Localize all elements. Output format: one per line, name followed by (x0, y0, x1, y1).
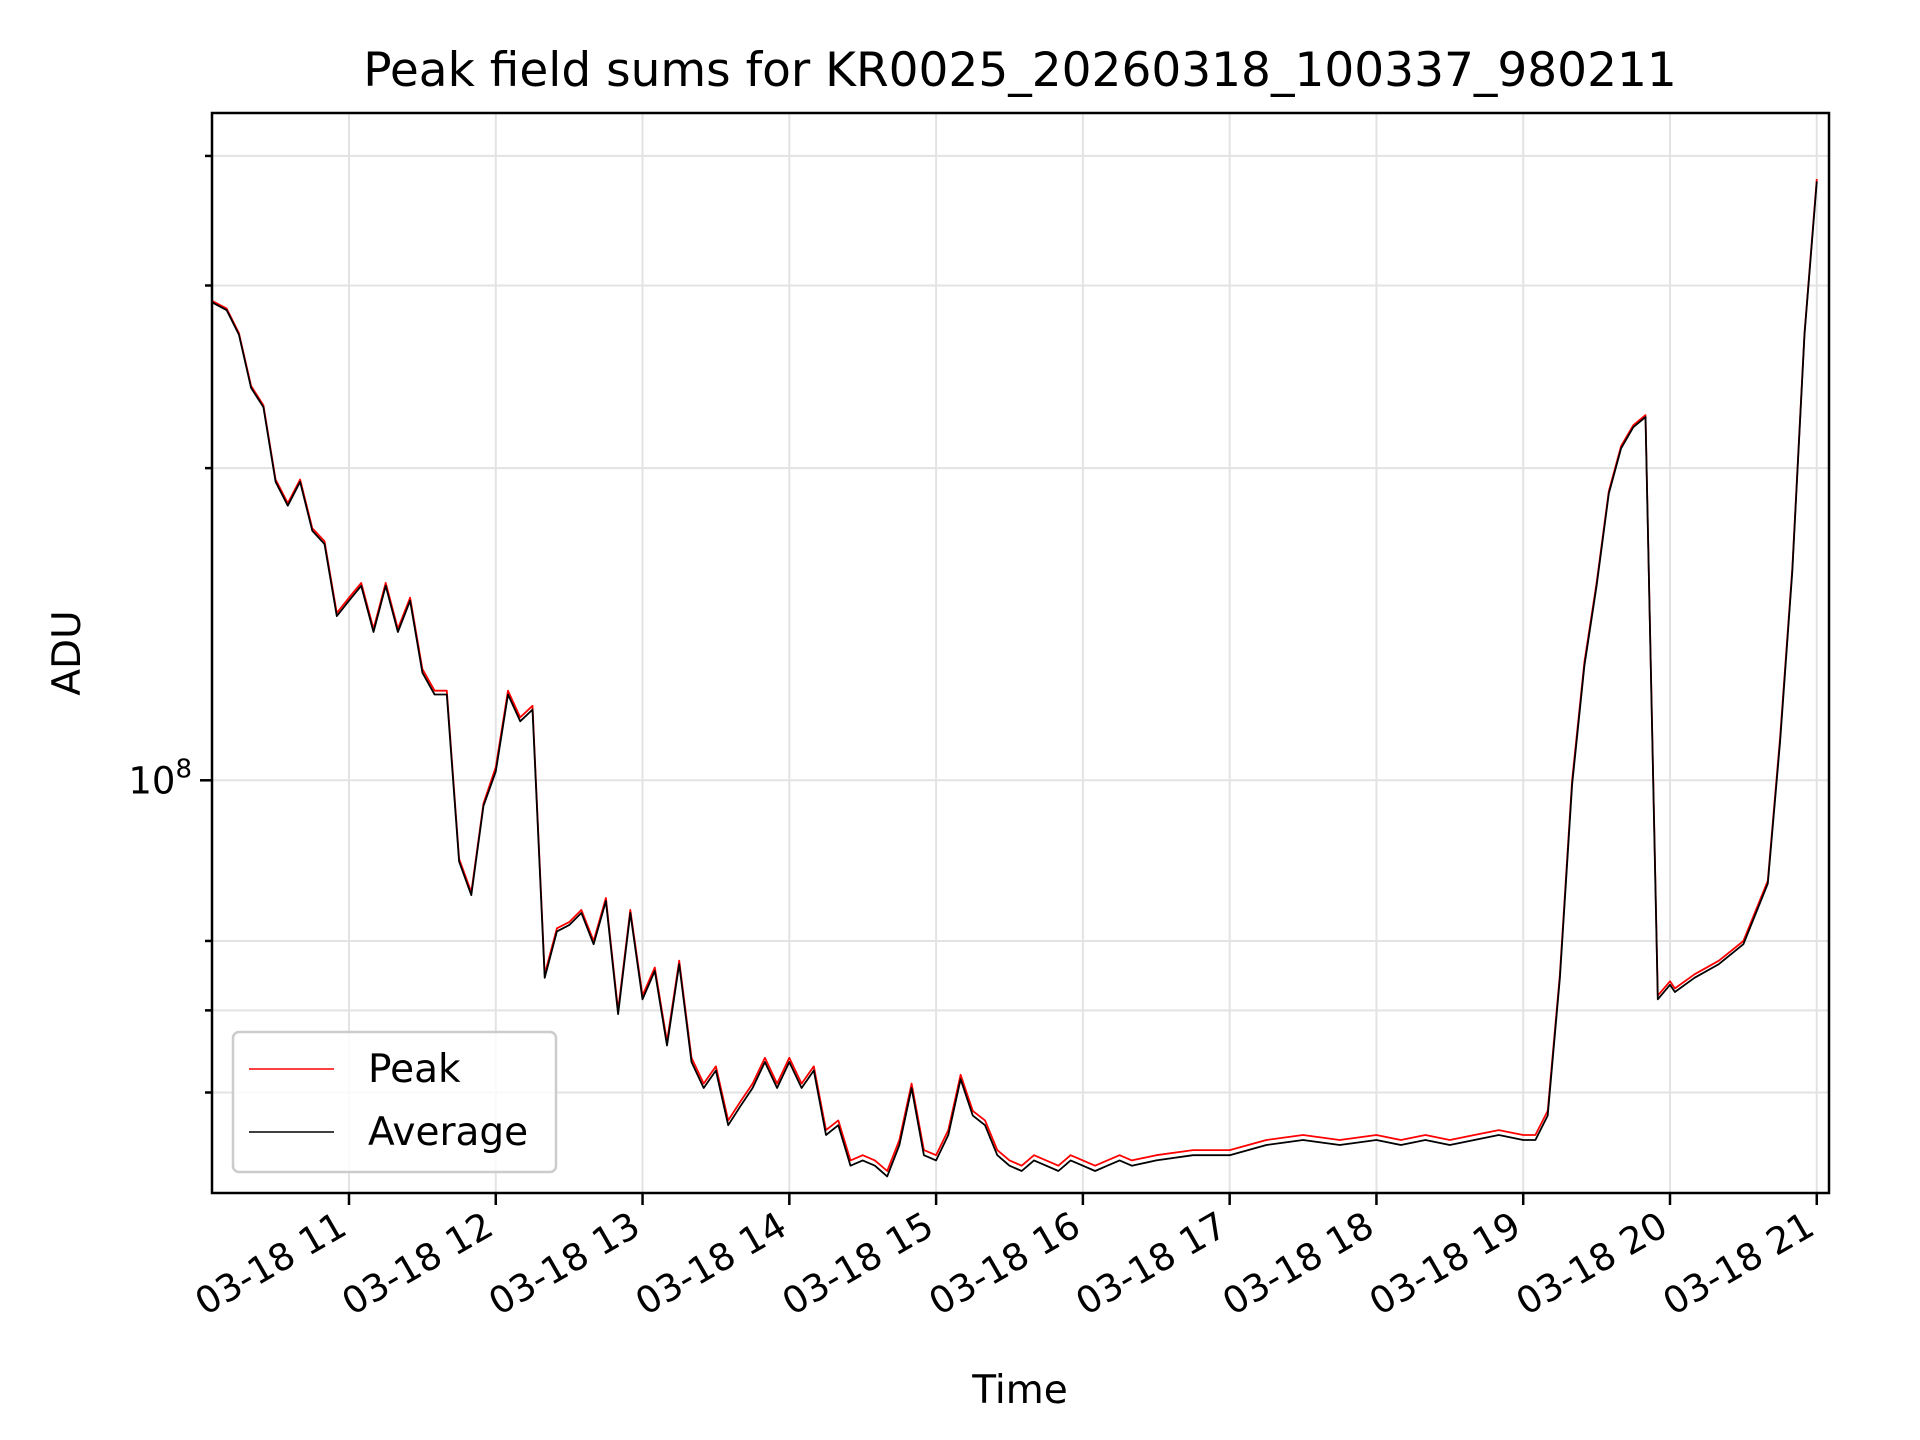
x-axis-label: Time (971, 1368, 1067, 1413)
grid (212, 113, 1829, 1193)
series-layer (211, 178, 1818, 1178)
plot-frame (210, 111, 1831, 1195)
chart-title: Peak field sums for KR0025_20260318_1003… (363, 43, 1677, 98)
legend-label-average: Average (368, 1110, 528, 1155)
legend: Peak Average (231, 1030, 558, 1174)
y-tick-label: 108 (128, 754, 192, 802)
legend-box (231, 1030, 558, 1174)
y-axis-ticks: 108 (128, 154, 212, 1094)
series-line-average (211, 181, 1818, 1178)
y-axis-label: ADU (45, 610, 90, 695)
legend-label-peak: Peak (368, 1047, 461, 1092)
